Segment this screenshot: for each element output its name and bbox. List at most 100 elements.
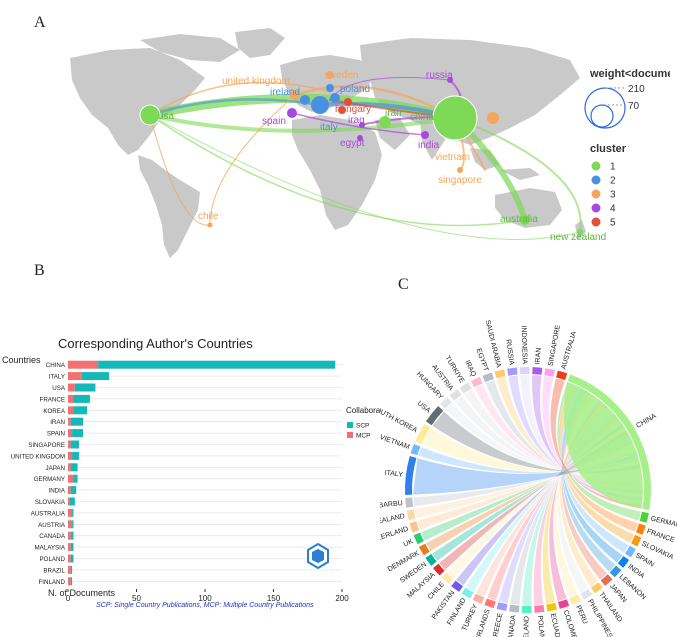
bar-category-label: FRANCE [40, 396, 65, 403]
bar-mcp [68, 577, 71, 586]
chord-link [464, 389, 643, 481]
author-countries-bar-chart: Corresponding Author's Countries Countri… [2, 336, 380, 609]
bar-mcp [68, 417, 71, 426]
bar-category-label: ITALY [49, 374, 65, 381]
chord-country-label: RUSSIA [504, 339, 514, 366]
panel-label-c: C [398, 276, 409, 293]
node-labels: usa china australia new zealand iran ire… [158, 70, 606, 243]
node-label-ireland: ireland [270, 87, 300, 98]
chord-arc [509, 604, 520, 613]
chord-arc [496, 602, 508, 612]
chord-link [456, 424, 625, 586]
chord-arc [609, 565, 622, 578]
node-label-india: india [418, 140, 440, 151]
cluster-legend-label: 3 [610, 190, 616, 201]
chord-arc [639, 511, 649, 523]
chord-arc [482, 372, 494, 383]
bar-scp [70, 486, 77, 495]
bar-category-label: CHINA [46, 362, 66, 369]
network-nodes [139, 71, 583, 235]
chord-link [498, 412, 616, 604]
bar-category-label: CANADA [39, 533, 66, 540]
weight-legend-70: 70 [628, 101, 640, 112]
chord-link [496, 377, 643, 491]
chord-arc [440, 397, 452, 409]
bar-category-label: FINLAND [39, 579, 66, 586]
bar-scp [72, 508, 74, 517]
bar-mcp [68, 543, 71, 552]
chord-arc [410, 443, 421, 456]
cluster-legend-label: 1 [610, 162, 616, 173]
chord-link [439, 430, 629, 570]
chord-country-label: IRAN [535, 347, 543, 364]
chord-country-label: ECUADOR [549, 613, 563, 637]
chord-arc [580, 588, 593, 600]
node-label-spain: spain [262, 116, 286, 127]
chord-link [465, 421, 623, 592]
cluster-legend-dot [591, 217, 601, 227]
chord-arc [409, 521, 420, 533]
chord-country-label: GREECE [491, 612, 504, 637]
bar-legend-label: MCP [356, 433, 370, 440]
bar-mcp [68, 508, 73, 517]
chord-link [550, 378, 642, 509]
chord-link [561, 391, 608, 580]
bar-mcp [68, 451, 73, 460]
chord-link [417, 443, 635, 530]
chord-country-label: CHILE [427, 581, 446, 601]
bar-chart-xlabel: N. of Documents [48, 588, 116, 598]
x-tick-label: 150 [267, 594, 281, 603]
chord-link [549, 399, 603, 602]
chord-link [533, 404, 608, 605]
chord-arc [441, 572, 454, 585]
bar-chart-legend-title: Collaboration [346, 406, 380, 415]
bar-legend-swatch [347, 432, 353, 438]
chord-arc [567, 374, 651, 511]
chord-country-label: UK [403, 538, 415, 548]
bar-scp [70, 417, 84, 426]
chord-link [559, 393, 598, 587]
panel-label-b: B [34, 262, 45, 279]
bar-scp [81, 372, 110, 381]
chord-link [447, 427, 627, 579]
chord-country-label: ANTIGUA & BARBU [380, 500, 403, 514]
cluster-legend-label: 4 [610, 204, 616, 215]
bar-mcp [68, 383, 75, 392]
node-label-italy: italy [320, 122, 338, 133]
bar-mcp [68, 372, 82, 381]
bar-mcp [68, 360, 99, 369]
bibliometrix-logo [307, 542, 329, 570]
bar-mcp [68, 565, 71, 574]
panel-label-a: A [34, 14, 46, 31]
cluster-legend-title: cluster [590, 143, 627, 155]
chord-link [510, 409, 613, 605]
bar-scp [70, 577, 73, 586]
bar-mcp [68, 554, 71, 563]
chord-country-label: ITALY [384, 470, 403, 479]
chord-country-label: SPAIN [634, 552, 655, 569]
bar-category-label: POLAND [40, 556, 66, 563]
chord-arc [636, 523, 646, 535]
chord-arc [507, 367, 518, 376]
chord-arc [521, 605, 532, 613]
chord-arc [449, 389, 462, 401]
chord-country-label: EGYPT [475, 348, 490, 373]
bar-category-label: SPAIN [47, 431, 65, 438]
bar-category-label: INDIA [48, 488, 65, 495]
chord-country-label: VIETNAM [380, 434, 411, 451]
bar-mcp [68, 394, 74, 403]
chord-country-label: SINGAPORE [548, 324, 562, 367]
bar-mcp [68, 463, 71, 472]
chord-link [542, 402, 605, 604]
bar-mcp [68, 486, 71, 495]
weight-legend-title: weight<documents> [589, 68, 670, 80]
bar-chart-caption: SCP: Single Country Publications, MCP: M… [96, 602, 314, 609]
chord-country-label: INDIA [626, 563, 645, 580]
chord-country-label: GERMANY [650, 516, 677, 531]
bar-chart-title: Corresponding Author's Countries [58, 336, 253, 351]
chord-link-china [564, 381, 643, 509]
weight-legend-210: 210 [628, 84, 645, 95]
chord-link [445, 403, 642, 475]
chord-arc [405, 497, 414, 508]
chord-country-label: USA [416, 400, 432, 415]
